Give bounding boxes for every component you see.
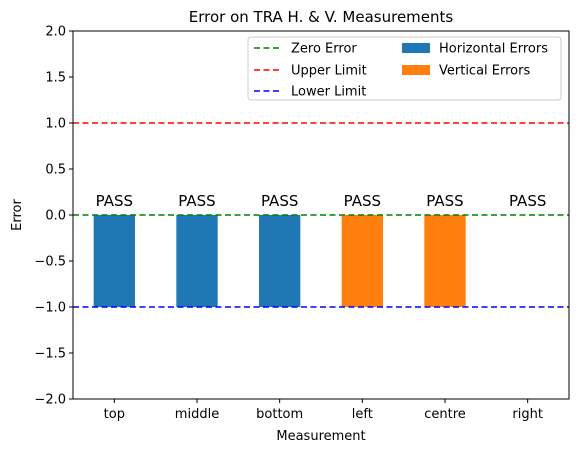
chart-title: Error on TRA H. & V. Measurements <box>189 8 454 26</box>
y-tick-label: 2.0 <box>45 25 66 40</box>
bar-bottom <box>259 215 301 307</box>
pass-label: PASS <box>344 192 381 210</box>
y-axis-label: Error <box>10 199 25 231</box>
y-tick-label: 0.5 <box>45 163 66 178</box>
pass-label: PASS <box>426 192 463 210</box>
y-tick-label: −1.5 <box>34 347 66 362</box>
bar-centre <box>424 215 466 307</box>
y-tick-label: 0.0 <box>45 209 66 224</box>
y-tick-label: −0.5 <box>34 255 66 270</box>
x-tick-label: centre <box>424 407 466 422</box>
x-tick-label: bottom <box>256 407 303 422</box>
x-tick-label: middle <box>175 407 219 422</box>
y-tick-label: 1.5 <box>45 71 66 86</box>
legend-entry-label: Upper Limit <box>291 64 367 79</box>
legend-entry-label: Lower Limit <box>291 85 366 100</box>
pass-label: PASS <box>178 192 215 210</box>
axes: −2.0 −1.5 −1.0 −0.5 0.0 0.5 1.0 1.5 2.0 top middle… <box>34 25 570 422</box>
legend-swatch-bar <box>402 65 430 75</box>
bar-left <box>341 215 383 307</box>
y-tick-label: −1.0 <box>34 301 66 316</box>
legend-entry-label: Vertical Errors <box>439 64 530 79</box>
x-tick-label: right <box>512 407 543 422</box>
x-axis-label: Measurement <box>276 429 365 444</box>
x-tick-label: left <box>352 407 373 422</box>
pass-label: PASS <box>96 192 133 210</box>
y-tick-label: −2.0 <box>34 393 66 408</box>
bar-middle <box>176 215 218 307</box>
pass-label: PASS <box>509 192 546 210</box>
x-tick-label: top <box>104 407 125 422</box>
plot-area: PASS PASS PASS PASS PASS PASS <box>73 122 569 308</box>
pass-label: PASS <box>261 192 298 210</box>
bar-top <box>93 215 135 307</box>
legend: Zero Error Upper Limit Lower Limit Horizont… <box>247 36 562 101</box>
legend-entry-label: Horizontal Errors <box>439 42 548 57</box>
legend-swatch-bar <box>402 43 430 53</box>
legend-entry-label: Zero Error <box>291 42 357 57</box>
y-tick-label: 1.0 <box>45 117 66 132</box>
